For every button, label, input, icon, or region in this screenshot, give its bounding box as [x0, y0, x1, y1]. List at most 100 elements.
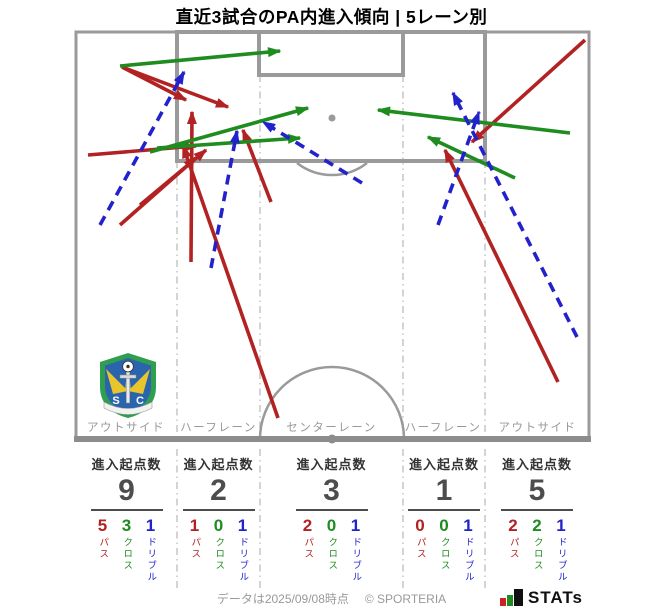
page-title: 直近3試合のPA内進入傾向 | 5レーン別	[175, 7, 488, 27]
dribble-count: 1	[237, 515, 248, 535]
pass-count: 5	[97, 515, 108, 535]
pass-cell: 0 パス	[412, 517, 429, 583]
entry-type-breakdown: 1 パス 0 クロス 1 ドリブル	[177, 517, 260, 583]
dribble-label: ドリブル	[462, 536, 474, 583]
cross-arrow	[149, 106, 310, 154]
stats-logo-bar-red-icon	[499, 598, 506, 606]
pass-count: 0	[415, 515, 425, 535]
team-logo: S C	[100, 353, 156, 418]
penalty-spot	[328, 114, 336, 122]
lane-label: ハーフレーン	[405, 422, 482, 434]
pass-count: 2	[302, 515, 313, 535]
pass-cell: 1 パス	[186, 517, 203, 583]
count-underline	[501, 508, 573, 511]
entry-origin-count: 9	[118, 474, 135, 507]
pass-label: パス	[414, 536, 426, 560]
cross-cell: 3 クロス	[118, 517, 135, 583]
stats-logo-bar-green-icon	[506, 595, 513, 606]
cross-label: クロス	[531, 536, 543, 572]
lane-stat-column: 進入起点数 5 2 パス 2 クロス 1 ドリブル	[485, 447, 589, 587]
entry-type-breakdown: 5 パス 3 クロス 1 ドリブル	[76, 517, 177, 583]
dribble-cell: 1 ドリブル	[553, 517, 570, 583]
entry-origin-label: 進入起点数	[183, 457, 254, 472]
pass-label: パス	[507, 536, 519, 560]
dribble-label: ドリブル	[145, 536, 157, 583]
cross-cell: 0 クロス	[323, 517, 340, 583]
cross-arrow	[426, 135, 516, 180]
center-spot	[327, 434, 337, 444]
cross-label: クロス	[326, 536, 338, 572]
pass-cell: 5 パス	[94, 517, 111, 583]
entry-origin-count: 1	[435, 474, 453, 507]
svg-text:S: S	[112, 395, 119, 407]
pass-count: 2	[508, 515, 518, 535]
entry-origin-label: 進入起点数	[501, 457, 572, 472]
lane-stat-column: 進入起点数 2 1 パス 0 クロス 1 ドリブル	[177, 447, 260, 587]
dribble-count: 1	[350, 515, 361, 535]
cross-count: 2	[532, 515, 542, 535]
pass-count: 1	[189, 515, 200, 535]
pass-cell: 2 パス	[299, 517, 316, 583]
lane-labels: アウトサイド ハーフレーン センターレーン ハーフレーン アウトサイド	[87, 421, 577, 434]
dribble-arrow	[436, 110, 481, 226]
dribble-count: 1	[463, 515, 473, 535]
pass-arrow	[186, 110, 197, 263]
lane-stat-column: 進入起点数 9 5 パス 3 クロス 1 ドリブル	[76, 447, 177, 587]
svg-text:C: C	[136, 395, 144, 407]
dribble-cell: 1 ドリブル	[234, 517, 251, 583]
center-circle	[258, 365, 406, 440]
entry-origin-count: 5	[528, 474, 546, 507]
cross-arrow	[156, 133, 302, 150]
cross-count: 3	[121, 515, 132, 535]
pass-label: パス	[189, 536, 201, 560]
count-underline	[90, 508, 163, 511]
dribble-arrow	[451, 91, 579, 338]
penalty-arc	[296, 162, 368, 177]
stats-logo-bar-black-icon	[513, 589, 523, 606]
entry-type-breakdown: 2 パス 2 クロス 1 ドリブル	[485, 517, 589, 583]
dribble-arrow	[261, 120, 363, 185]
lane-label: ハーフレーン	[180, 422, 257, 434]
dribble-arrow	[209, 129, 240, 269]
lane-label: アウトサイド	[87, 421, 165, 434]
cross-arrow	[119, 47, 282, 68]
pass-arrow	[138, 148, 208, 207]
pass-arrow	[181, 144, 280, 419]
goal-area	[257, 30, 405, 77]
dribble-cell: 1 ドリブル	[460, 517, 477, 583]
cross-label: クロス	[121, 536, 133, 572]
dribble-cell: 1 ドリブル	[142, 517, 159, 583]
dribble-count: 1	[556, 515, 566, 535]
dribble-count: 1	[145, 515, 156, 535]
cross-count: 0	[439, 515, 449, 535]
stats-logo: STATs	[499, 587, 583, 606]
pass-cell: 2 パス	[505, 517, 522, 583]
copyright: © SPORTERIA	[364, 592, 447, 606]
dribble-cell: 1 ドリブル	[347, 517, 364, 583]
dribble-arrow	[98, 70, 186, 226]
cross-label: クロス	[213, 536, 225, 572]
dribble-label: ドリブル	[237, 536, 249, 583]
entry-arrows	[87, 38, 587, 419]
dribble-label: ドリブル	[555, 536, 567, 583]
entry-origin-count: 3	[323, 474, 340, 507]
cross-count: 0	[326, 515, 337, 535]
data-note: データは2025/09/08時点	[216, 592, 349, 606]
lane-stat-column: 進入起点数 3 2 パス 0 クロス 1 ドリブル	[260, 447, 403, 587]
pass-label: パス	[302, 536, 314, 560]
lane-label: アウトサイド	[499, 421, 577, 434]
cross-cell: 2 クロス	[529, 517, 546, 583]
count-underline	[408, 508, 480, 511]
entry-origin-label: 進入起点数	[91, 457, 162, 472]
cross-count: 0	[213, 515, 224, 535]
lane-stat-column: 進入起点数 1 0 パス 0 クロス 1 ドリブル	[403, 447, 485, 587]
pass-arrow	[443, 148, 560, 383]
cross-cell: 0 クロス	[436, 517, 453, 583]
cross-cell: 0 クロス	[210, 517, 227, 583]
count-underline	[182, 508, 255, 511]
entry-origin-label: 進入起点数	[296, 457, 367, 472]
entry-type-breakdown: 0 パス 0 クロス 1 ドリブル	[403, 517, 485, 583]
entry-type-breakdown: 2 パス 0 クロス 1 ドリブル	[260, 517, 403, 583]
entry-origin-label: 進入起点数	[408, 457, 479, 472]
